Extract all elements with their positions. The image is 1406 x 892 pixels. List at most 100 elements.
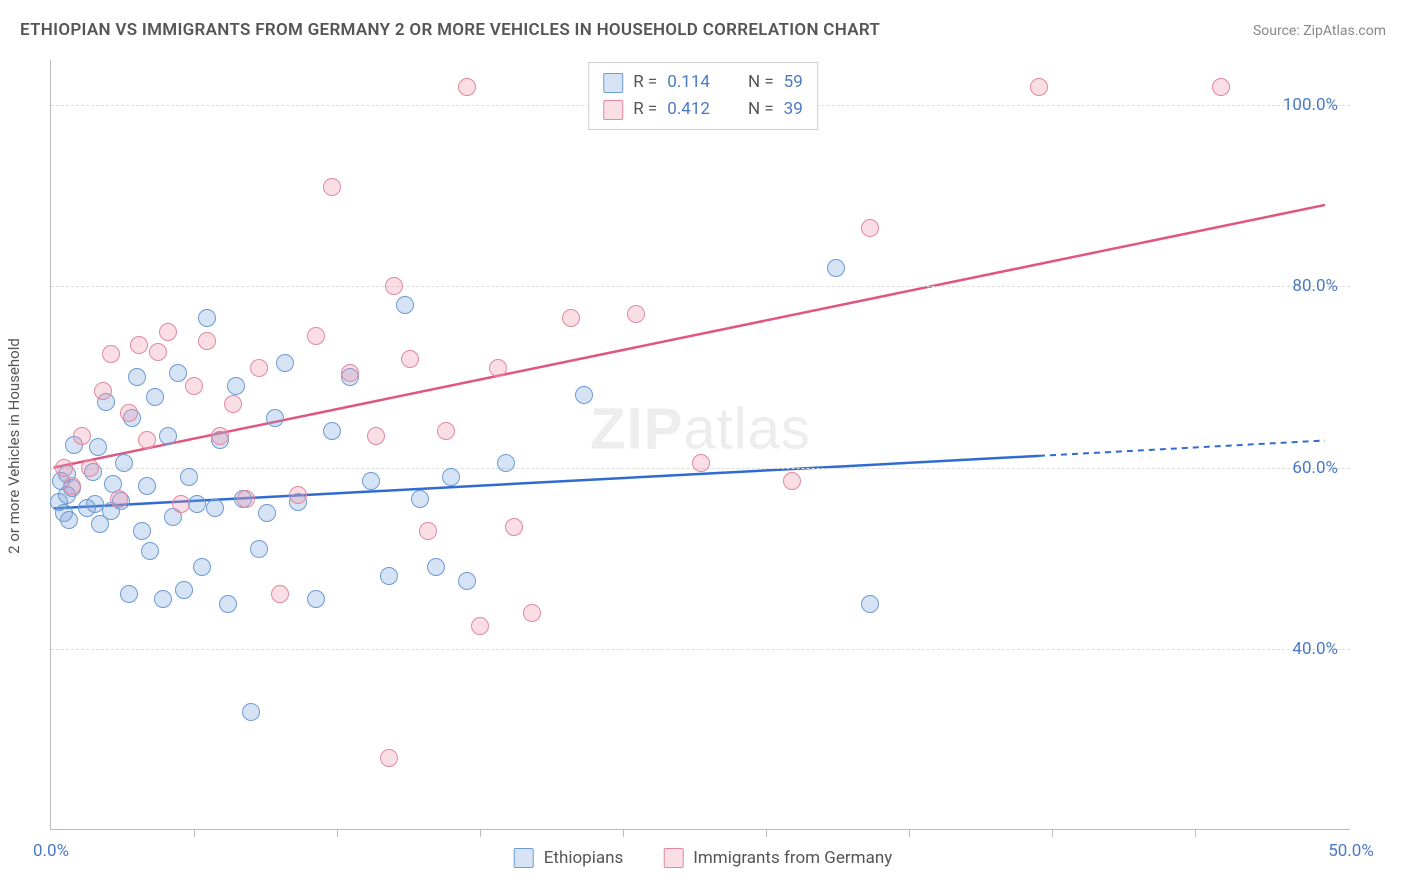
scatter-point — [130, 336, 148, 354]
scatter-point — [159, 427, 177, 445]
scatter-point — [73, 427, 91, 445]
legend-n-value-1: 59 — [784, 69, 803, 96]
scatter-point — [237, 490, 255, 508]
legend-n-prefix: N = — [748, 69, 774, 96]
scatter-point — [323, 422, 341, 440]
scatter-point — [437, 422, 455, 440]
scatter-point — [120, 404, 138, 422]
scatter-point — [120, 585, 138, 603]
scatter-point — [458, 78, 476, 96]
scatter-point — [198, 332, 216, 350]
y-axis-label: 2 or more Vehicles in Household — [5, 338, 23, 554]
scatter-point — [401, 350, 419, 368]
scatter-point — [138, 431, 156, 449]
y-tick-label: 80.0% — [1292, 276, 1338, 296]
x-tick — [623, 829, 624, 837]
scatter-point — [133, 522, 151, 540]
scatter-point — [271, 585, 289, 603]
legend-r-value-1: 0.114 — [667, 69, 710, 96]
swatch-series-2 — [603, 100, 623, 120]
scatter-point — [258, 504, 276, 522]
scatter-point — [627, 305, 645, 323]
scatter-point — [861, 219, 879, 237]
scatter-point — [172, 495, 190, 513]
scatter-point — [169, 364, 187, 382]
legend-n-prefix: N = — [748, 96, 774, 123]
scatter-point — [94, 382, 112, 400]
scatter-point — [385, 277, 403, 295]
legend-n-value-2: 39 — [784, 96, 803, 123]
swatch-series-1 — [603, 73, 623, 93]
x-tick — [766, 829, 767, 837]
scatter-point — [783, 472, 801, 490]
header-row: ETHIOPIAN VS IMMIGRANTS FROM GERMANY 2 O… — [20, 20, 1386, 40]
scatter-point — [419, 522, 437, 540]
scatter-point — [692, 454, 710, 472]
scatter-point — [471, 617, 489, 635]
scatter-point — [102, 345, 120, 363]
scatter-point — [193, 558, 211, 576]
x-tick-label: 0.0% — [33, 841, 69, 861]
legend-stats-row-1: R = 0.114 N = 59 — [603, 69, 803, 96]
scatter-point — [198, 309, 216, 327]
gridline — [51, 286, 1350, 287]
scatter-point — [276, 354, 294, 372]
scatter-point — [154, 590, 172, 608]
trend-line — [54, 205, 1325, 468]
scatter-point — [575, 386, 593, 404]
legend-stats-row-2: R = 0.412 N = 39 — [603, 96, 803, 123]
legend-stats: R = 0.114 N = 59 R = 0.412 N = 39 — [588, 62, 818, 130]
scatter-point — [115, 454, 133, 472]
scatter-point — [55, 459, 73, 477]
legend-r-prefix: R = — [633, 96, 657, 123]
chart-container: ETHIOPIAN VS IMMIGRANTS FROM GERMANY 2 O… — [0, 0, 1406, 892]
x-tick — [337, 829, 338, 837]
x-tick-label: 50.0% — [1328, 841, 1374, 861]
x-tick — [194, 829, 195, 837]
scatter-point — [180, 468, 198, 486]
swatch-series-2-icon — [663, 848, 683, 868]
legend-r-value-2: 0.412 — [667, 96, 710, 123]
scatter-point — [175, 581, 193, 599]
scatter-point — [206, 499, 224, 517]
legend-r-prefix: R = — [633, 69, 657, 96]
scatter-point — [307, 327, 325, 345]
scatter-point — [489, 359, 507, 377]
scatter-point — [427, 558, 445, 576]
scatter-point — [380, 567, 398, 585]
scatter-point — [159, 323, 177, 341]
scatter-point — [227, 377, 245, 395]
source-attribution: Source: ZipAtlas.com — [1253, 23, 1386, 39]
scatter-point — [362, 472, 380, 490]
scatter-point — [81, 459, 99, 477]
scatter-point — [307, 590, 325, 608]
legend-label-2: Immigrants from Germany — [693, 848, 892, 868]
scatter-point — [505, 518, 523, 536]
scatter-point — [128, 368, 146, 386]
scatter-point — [219, 595, 237, 613]
y-tick-label: 100.0% — [1283, 95, 1338, 115]
scatter-point — [89, 438, 107, 456]
x-tick — [1195, 829, 1196, 837]
scatter-point — [242, 703, 260, 721]
scatter-point — [411, 490, 429, 508]
scatter-point — [60, 511, 78, 529]
legend-item-2: Immigrants from Germany — [663, 848, 892, 868]
scatter-point — [442, 468, 460, 486]
scatter-point — [458, 572, 476, 590]
scatter-point — [861, 595, 879, 613]
scatter-point — [367, 427, 385, 445]
trend-line-dashed — [1039, 440, 1325, 455]
swatch-series-1-icon — [514, 848, 534, 868]
scatter-point — [188, 495, 206, 513]
scatter-point — [289, 486, 307, 504]
scatter-point — [380, 749, 398, 767]
scatter-point — [250, 540, 268, 558]
legend-item-1: Ethiopians — [514, 848, 624, 868]
scatter-point — [185, 377, 203, 395]
scatter-point — [138, 477, 156, 495]
gridline — [51, 649, 1350, 650]
legend-label-1: Ethiopians — [544, 848, 624, 868]
scatter-point — [323, 178, 341, 196]
scatter-point — [146, 388, 164, 406]
